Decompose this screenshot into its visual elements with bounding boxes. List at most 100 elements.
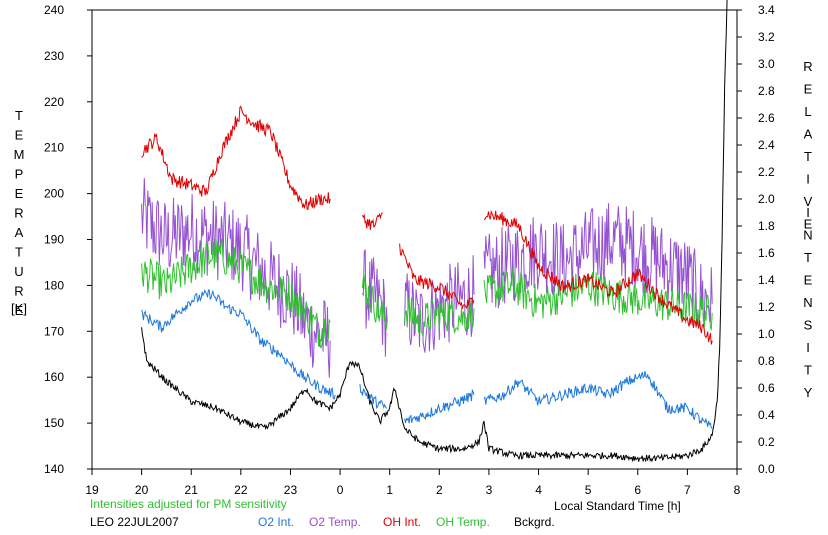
right-tick-label: 3.4	[758, 3, 775, 17]
right-tick-label: 0.2	[758, 435, 775, 449]
series-line-o2i	[404, 388, 475, 424]
axis-label-letter: T	[804, 149, 812, 164]
right-tick-label: 2.4	[758, 138, 775, 152]
axis-label-letter: T	[15, 245, 23, 260]
right-tick-label: 1.6	[758, 246, 775, 260]
right-tick-label: 1.0	[758, 327, 775, 341]
x-tick-label: 6	[634, 483, 641, 497]
axis-label-letter: E	[15, 303, 24, 318]
axis-label-letter: N	[803, 228, 812, 243]
axis-label-letter: P	[15, 167, 24, 182]
right-tick-label: 2.0	[758, 192, 775, 206]
right-tick-label: 2.6	[758, 111, 775, 125]
series-line-o2i	[359, 384, 388, 409]
legend-o2-temp: O2 Temp.	[309, 515, 361, 529]
left-tick-label: 160	[44, 370, 64, 384]
sensitivity-note: Intensities adjusted for PM sensitivity	[90, 497, 287, 511]
axis-label-letter: L	[804, 104, 811, 119]
left-tick-label: 230	[44, 49, 64, 63]
axis-label-letter: V	[804, 194, 813, 209]
axis-label-letter: R	[803, 59, 812, 74]
x-tick-label: 7	[684, 483, 691, 497]
axis-label-letter: I	[806, 340, 810, 355]
axis-label-letter: E	[15, 186, 24, 201]
series-line-bkg	[141, 0, 728, 463]
right-tick-label: 3.2	[758, 30, 775, 44]
left-tick-label: 140	[44, 462, 64, 476]
axis-label-letter: N	[803, 295, 812, 310]
axis-label-letter: T	[804, 250, 812, 265]
series-line-ohi	[141, 105, 331, 210]
right-tick-label: 1.2	[758, 300, 775, 314]
station-date-label: LEO 22JUL2007	[90, 515, 179, 529]
series-line-ohi	[361, 212, 383, 230]
axis-label-letter: M	[14, 147, 25, 162]
left-tick-label: 180	[44, 278, 64, 292]
axis-label-letter: A	[804, 127, 813, 142]
axis-label-letter: I	[806, 205, 810, 220]
x-tick-label: 8	[734, 483, 741, 497]
legend-oh-temp: OH Temp.	[436, 515, 490, 529]
left-axis-ticks: 140 150 160 170 180 190 200 210 220 230 240	[44, 3, 92, 476]
x-tick-label: 21	[185, 483, 199, 497]
left-tick-label: 190	[44, 233, 64, 247]
x-tick-label: 20	[135, 483, 149, 497]
left-tick-label: 200	[44, 187, 64, 201]
axis-label-letter: R	[14, 284, 23, 299]
axis-label-letter: U	[14, 264, 23, 279]
right-tick-label: 0.8	[758, 354, 775, 368]
left-axis-unit: [K]	[11, 301, 27, 316]
series-line-ohi	[483, 209, 713, 345]
left-tick-label: 150	[44, 416, 64, 430]
x-tick-label: 19	[85, 483, 99, 497]
right-tick-label: 1.8	[758, 219, 775, 233]
plot-lines	[141, 0, 728, 463]
series-line-oht	[361, 274, 388, 330]
right-tick-label: 3.0	[758, 57, 775, 71]
legend: O2 Int. O2 Temp. OH Int. OH Temp. Bckgrd…	[258, 515, 555, 529]
axis-label-letter: E	[804, 82, 813, 97]
axis-label-letter: E	[804, 217, 813, 232]
x-tick-label: 4	[535, 483, 542, 497]
right-tick-label: 0.4	[758, 408, 775, 422]
x-tick-label: 23	[284, 483, 298, 497]
x-tick-label: 0	[337, 483, 344, 497]
series-line-o2t	[483, 203, 713, 326]
left-tick-label: 220	[44, 95, 64, 109]
right-tick-label: 2.8	[758, 84, 775, 98]
axis-label-letter: T	[15, 108, 23, 123]
axis-label-letter: E	[804, 273, 813, 288]
axis-label-letter: Y	[804, 385, 813, 400]
axis-label-letter: T	[804, 363, 812, 378]
right-axis-ticks: 0.0 0.2 0.4 0.6 0.8 1.0 1.2 1.4 1.6 1.8 2.0 2.2 2.4 2…	[737, 3, 775, 476]
series-line-o2i	[483, 370, 713, 429]
axis-label-letter: A	[15, 225, 24, 240]
left-tick-label: 170	[44, 324, 64, 338]
series-line-oht	[404, 297, 475, 338]
right-tick-label: 1.4	[758, 273, 775, 287]
right-tick-label: 2.2	[758, 165, 775, 179]
left-tick-label: 240	[44, 3, 64, 17]
axis-label-letter: I	[806, 172, 810, 187]
axis-label-letter: E	[15, 128, 24, 143]
axis-label-letter: R	[14, 206, 23, 221]
series-line-o2t	[141, 177, 331, 378]
legend-oh-int: OH Int.	[383, 515, 421, 529]
axis-label-letter: S	[804, 318, 813, 333]
left-tick-label: 210	[44, 141, 64, 155]
x-tick-label: 2	[436, 483, 443, 497]
x-axis-ticks: 19 20 21 22 23 0 1 2 3 4 5 6 7 8	[85, 469, 741, 497]
series-line-oht	[483, 268, 713, 331]
x-tick-label: 5	[585, 483, 592, 497]
series-line-oht	[141, 238, 331, 349]
right-tick-label: 0.0	[758, 462, 775, 476]
legend-o2-int: O2 Int.	[258, 515, 294, 529]
series-line-o2t	[404, 255, 475, 353]
x-axis-label: Local Standard Time [h]	[554, 499, 681, 513]
right-tick-label: 0.6	[758, 381, 775, 395]
series-line-o2i	[141, 289, 336, 400]
